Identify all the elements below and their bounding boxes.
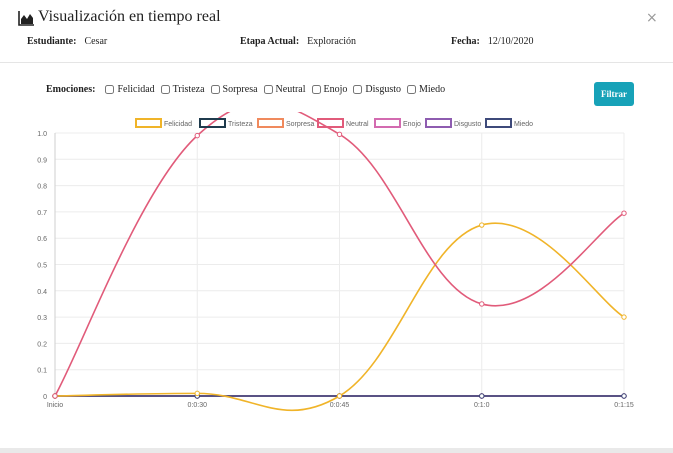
stage-info: Etapa Actual: Exploración <box>240 36 356 47</box>
data-point <box>621 314 627 320</box>
y-tick-label: 0.9 <box>37 157 47 164</box>
y-tick-label: 0.4 <box>37 289 47 296</box>
checkbox-miedo[interactable] <box>406 85 416 94</box>
checkbox-neutral[interactable] <box>263 85 273 94</box>
y-tick-label: 0.1 <box>37 368 47 375</box>
legend-label: Enojo <box>403 121 421 128</box>
checkbox-tristeza[interactable] <box>160 85 170 94</box>
checkbox-disgusto[interactable] <box>353 85 363 94</box>
filter-disgusto[interactable]: Disgusto <box>353 84 401 95</box>
student-info: Estudiante: Cesar <box>27 36 107 47</box>
x-tick-label: 0:0:30 <box>188 402 208 409</box>
filter-tristeza[interactable]: Tristeza <box>160 84 205 95</box>
student-value: Cesar <box>84 36 108 47</box>
filter-sorpresa[interactable]: Sorpresa <box>210 84 258 95</box>
checkbox-enojo[interactable] <box>311 85 321 94</box>
data-point <box>621 393 627 399</box>
legend-swatch-miedo <box>485 118 512 128</box>
legend-label: Tristeza <box>228 121 253 128</box>
filter-button[interactable]: Filtrar <box>594 82 634 106</box>
filter-label: Enojo <box>323 84 348 95</box>
data-point <box>479 301 485 307</box>
x-tick-label: 0:0:45 <box>330 402 350 409</box>
legend-label: Disgusto <box>454 121 481 128</box>
y-tick-label: 0 <box>43 394 47 401</box>
stage-value: Exploración <box>307 36 357 47</box>
emotions-label: Emociones: <box>46 84 96 95</box>
filter-label: Miedo <box>418 84 446 95</box>
checkbox-sorpresa[interactable] <box>210 85 220 94</box>
data-point <box>336 393 343 399</box>
y-tick-label: 0.6 <box>37 236 47 243</box>
close-icon[interactable]: × <box>646 10 658 26</box>
data-point <box>479 393 485 399</box>
legend-swatch-felicidad <box>135 118 162 128</box>
date-info: Fecha: 12/10/2020 <box>451 36 533 47</box>
filter-label: Felicidad <box>117 84 155 95</box>
y-tick-label: 0.3 <box>37 315 47 322</box>
legend-label: Sorpresa <box>286 121 315 128</box>
x-tick-label: 0:1:0 <box>474 402 490 409</box>
legend-swatch-disgusto <box>425 118 452 128</box>
y-tick-label: 0.7 <box>37 210 47 217</box>
emotion-filters: Emociones: Felicidad Tristeza Sorpresa N… <box>46 84 451 95</box>
filter-label: Tristeza <box>172 84 205 95</box>
y-tick-label: 0.2 <box>37 341 47 348</box>
data-point <box>52 393 58 399</box>
legend-swatch-sorpresa <box>257 118 284 128</box>
filter-neutral[interactable]: Neutral <box>263 84 306 95</box>
y-tick-label: 1.0 <box>37 131 47 138</box>
series-line-felicidad <box>54 222 625 412</box>
date-label: Fecha: <box>451 36 480 47</box>
filter-label: Disgusto <box>365 84 401 95</box>
student-label: Estudiante: <box>27 36 77 47</box>
legend-swatch-enojo <box>374 118 401 128</box>
legend-swatch-neutral <box>317 118 344 128</box>
emotions-line-chart: 0 0.1 0.2 0.3 0.4 0.5 0.6 0.7 0.8 0.9 1.0 Inicio 0:0… <box>37 112 634 412</box>
x-tick-label: 0:1:15 <box>614 402 634 409</box>
modal-header: Visualización en tiempo real × Estudiant… <box>0 0 673 63</box>
scrollbar-track[interactable] <box>0 448 673 453</box>
legend-swatch-tristeza <box>199 118 226 128</box>
legend-label: Miedo <box>514 121 533 128</box>
filter-felicidad[interactable]: Felicidad <box>105 84 155 95</box>
checkbox-felicidad[interactable] <box>105 85 115 94</box>
data-point <box>194 390 200 397</box>
y-tick-label: 0.5 <box>37 263 47 270</box>
date-value: 12/10/2020 <box>487 36 534 47</box>
x-tick-label: Inicio <box>47 402 63 409</box>
filter-enojo[interactable]: Enojo <box>311 84 348 95</box>
legend-label: Felicidad <box>164 121 192 128</box>
y-tick-label: 0.8 <box>37 184 47 191</box>
filter-label: Neutral <box>275 84 306 95</box>
stage-label: Etapa Actual: <box>240 36 300 47</box>
data-point <box>194 132 200 139</box>
area-chart-icon <box>18 11 34 26</box>
data-point <box>479 222 485 228</box>
data-point <box>336 131 343 138</box>
modal-title: Visualización en tiempo real <box>38 8 221 25</box>
data-point <box>621 210 627 216</box>
legend-label: Neutral <box>346 121 369 128</box>
filter-label: Sorpresa <box>222 84 258 95</box>
filter-miedo[interactable]: Miedo <box>406 84 446 95</box>
